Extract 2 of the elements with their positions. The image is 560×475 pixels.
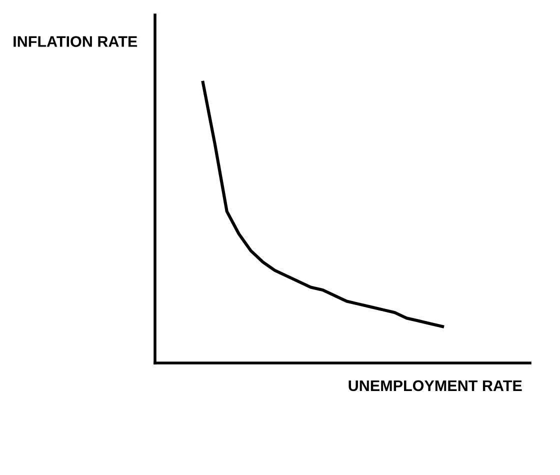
x-axis-title: UNEMPLOYMENT RATE — [348, 380, 522, 392]
y-axis-title: INFLATION RATE — [14, 36, 138, 47]
